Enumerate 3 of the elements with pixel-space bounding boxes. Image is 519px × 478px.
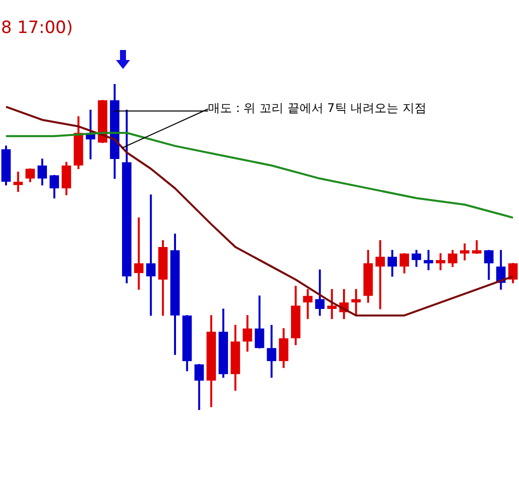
annotation: 매도 : 위 꼬리 끝에서 7틱 내려오는 지점 — [208, 100, 426, 117]
chart-title: 8 17:00) — [1, 18, 73, 38]
candlestick — [146, 194, 156, 316]
